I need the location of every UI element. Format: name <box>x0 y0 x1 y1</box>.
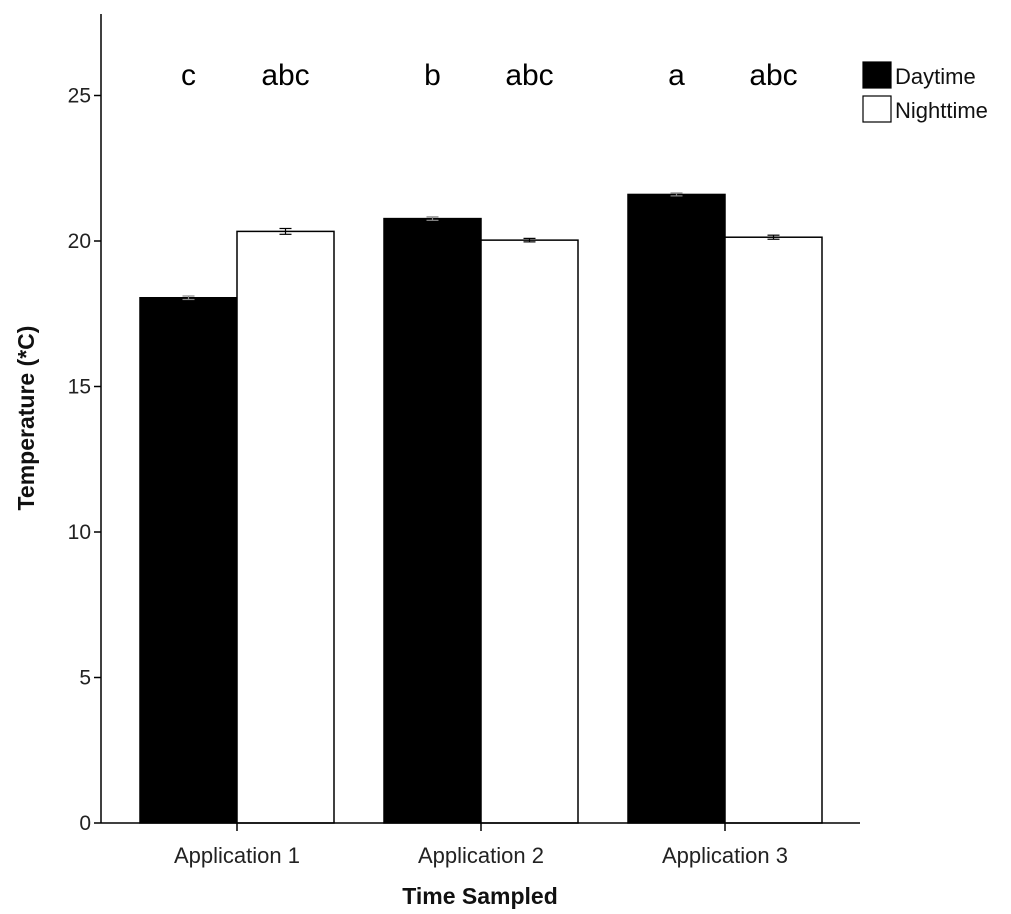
y-axis-title: Temperature (*C) <box>13 326 39 511</box>
x-tick-label: Application 3 <box>662 843 788 868</box>
legend-label-nighttime: Nighttime <box>895 98 988 123</box>
y-tick-label: 25 <box>68 85 91 108</box>
y-tick-label: 0 <box>79 812 91 835</box>
plot-area <box>139 192 823 824</box>
y-tick-label: 5 <box>79 667 91 690</box>
y-axis-ticks: 0 5 10 15 20 25 <box>68 85 101 835</box>
nighttime-bar-3 <box>724 236 823 824</box>
legend-swatch-daytime <box>862 61 892 89</box>
y-tick-label: 10 <box>68 521 91 544</box>
x-tick-label: Application 1 <box>174 843 300 868</box>
significance-label: a <box>668 59 685 92</box>
legend-label-daytime: Daytime <box>895 64 976 89</box>
nighttime-bar-2 <box>480 239 579 824</box>
significance-label: abc <box>749 59 797 92</box>
legend-swatch-nighttime <box>862 95 892 123</box>
nighttime-bar-1 <box>236 230 335 824</box>
x-tick-label: Application 2 <box>418 843 544 868</box>
x-axis-title: Time Sampled <box>402 883 558 909</box>
y-tick-label: 15 <box>68 376 91 399</box>
daytime-bar-3 <box>627 193 726 824</box>
significance-label: abc <box>261 59 309 92</box>
y-tick-label: 20 <box>68 230 91 253</box>
significance-label: abc <box>505 59 553 92</box>
significance-label: b <box>424 59 441 92</box>
x-axis-ticks: Application 1 Application 2 Application 3 <box>174 823 788 868</box>
significance-labels: c b a abc abc abc <box>181 59 798 92</box>
significance-label: c <box>181 59 196 92</box>
legend: Daytime Nighttime <box>862 61 988 123</box>
daytime-bar-1 <box>139 296 238 824</box>
daytime-bar-2 <box>383 217 482 824</box>
